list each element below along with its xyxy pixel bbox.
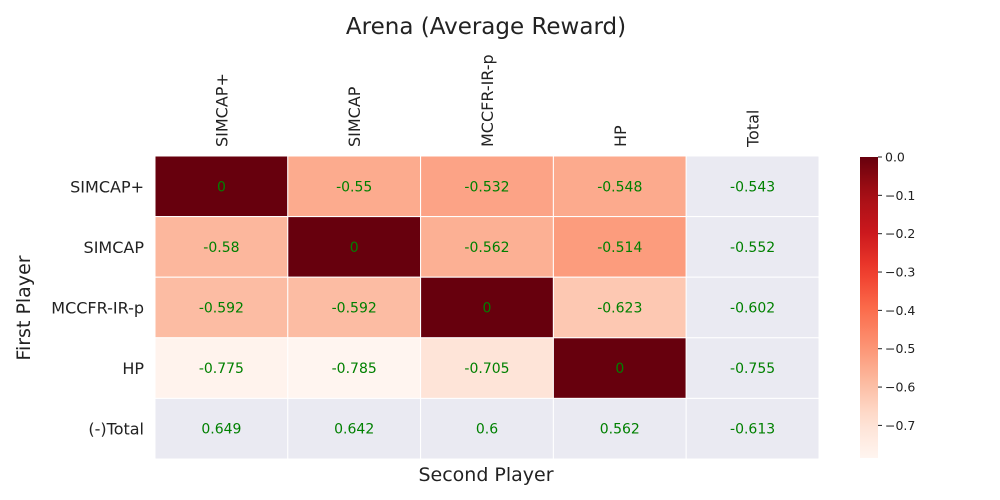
cell-value-label: -0.755 <box>730 361 775 377</box>
y-tick-label: SIMCAP+ <box>70 177 144 196</box>
colorbar-tick-label: −0.6 <box>885 380 915 395</box>
heatmap-cell <box>420 276 554 339</box>
heatmap-cell <box>287 276 422 339</box>
cell-value-label: -0.602 <box>730 301 775 317</box>
colorbar-tick-label: −0.7 <box>885 418 915 433</box>
total-cell <box>420 397 554 460</box>
heatmap-cell <box>420 337 554 399</box>
y-axis-title: First Player <box>13 255 35 360</box>
total-cell <box>154 397 289 460</box>
x-tick-label: SIMCAP+ <box>212 73 231 147</box>
colorbar-tick-label: −0.2 <box>885 226 915 241</box>
cell-value-label: -0.532 <box>464 179 509 195</box>
cell-value-label: -0.552 <box>730 240 775 256</box>
cell-value-label: 0 <box>483 301 492 317</box>
cell-value-label: 0 <box>615 361 624 377</box>
cell-value-label: -0.613 <box>730 422 775 438</box>
colorbar-tick-label: −0.1 <box>885 188 915 203</box>
cell-value-label: -0.543 <box>730 179 775 195</box>
colorbar-tick-label: −0.5 <box>885 341 915 356</box>
heatmap-cell <box>420 155 554 218</box>
colorbar-tick-label: 0.0 <box>885 150 905 165</box>
cell-value-label: 0.642 <box>334 422 374 438</box>
cell-value-label: -0.785 <box>332 361 377 377</box>
total-cell <box>685 337 820 399</box>
heatmap-cell <box>154 155 289 218</box>
total-cell <box>685 276 820 339</box>
cell-value-label: 0 <box>217 179 226 195</box>
heatmap-cell <box>552 337 687 399</box>
colorbar-gradient <box>860 157 878 458</box>
y-tick-labels: SIMCAP+ SIMCAP MCCFR-IR-p HP (-)Total <box>51 177 144 438</box>
cell-value-label: -0.548 <box>597 179 642 195</box>
cell-value-label: -0.562 <box>464 240 509 256</box>
heatmap-cell <box>287 155 422 218</box>
x-tick-label: SIMCAP <box>345 86 364 147</box>
cell-value-label: -0.623 <box>597 301 642 317</box>
x-tick-label: MCCFR-IR-p <box>478 54 497 147</box>
y-tick-label: SIMCAP <box>84 238 145 257</box>
y-tick-label: HP <box>122 359 144 378</box>
total-cell <box>685 397 820 460</box>
chart-title: Arena (Average Reward) <box>346 14 626 40</box>
total-cell <box>287 397 422 460</box>
x-axis-title: Second Player <box>418 464 553 486</box>
x-tick-labels: SIMCAP+ SIMCAP MCCFR-IR-p HP Total <box>212 54 762 148</box>
cell-value-label: -0.58 <box>203 240 239 256</box>
y-tick-label: (-)Total <box>88 420 144 439</box>
x-tick-label: HP <box>611 125 630 147</box>
cell-value-label: -0.592 <box>199 301 244 317</box>
cell-value-label: 0 <box>350 240 359 256</box>
heatmap-cell <box>287 337 422 399</box>
colorbar-tick-label: −0.3 <box>885 265 915 280</box>
cell-value-label: -0.705 <box>464 361 509 377</box>
total-cell <box>685 155 820 218</box>
cell-value-label: -0.775 <box>199 361 244 377</box>
heatmap-cell <box>552 276 687 339</box>
heatmap-cell <box>154 337 289 399</box>
heatmap-cell <box>154 216 289 278</box>
heatmap-cell <box>552 155 687 218</box>
cell-value-label: 0.6 <box>476 422 498 438</box>
cell-value-label: -0.592 <box>332 301 377 317</box>
colorbar-tick-label: −0.4 <box>885 303 915 318</box>
cell-value-label: -0.514 <box>597 240 642 256</box>
cell-value-label: -0.55 <box>336 179 372 195</box>
heatmap-grid: 0 -0.55 -0.532 -0.548 -0.543 -0.58 0 -0.562 -0.5… <box>154 155 820 460</box>
cell-value-label: 0.649 <box>201 422 241 438</box>
y-tick-label: MCCFR-IR-p <box>51 299 144 318</box>
x-tick-label: Total <box>744 110 763 148</box>
heatmap-cell <box>420 216 554 278</box>
cell-value-label: 0.562 <box>600 422 640 438</box>
total-cell <box>685 216 820 278</box>
colorbar: 0.0 −0.1 −0.2 −0.3 −0.4 −0.5 −0.6 −0.7 <box>860 150 915 458</box>
